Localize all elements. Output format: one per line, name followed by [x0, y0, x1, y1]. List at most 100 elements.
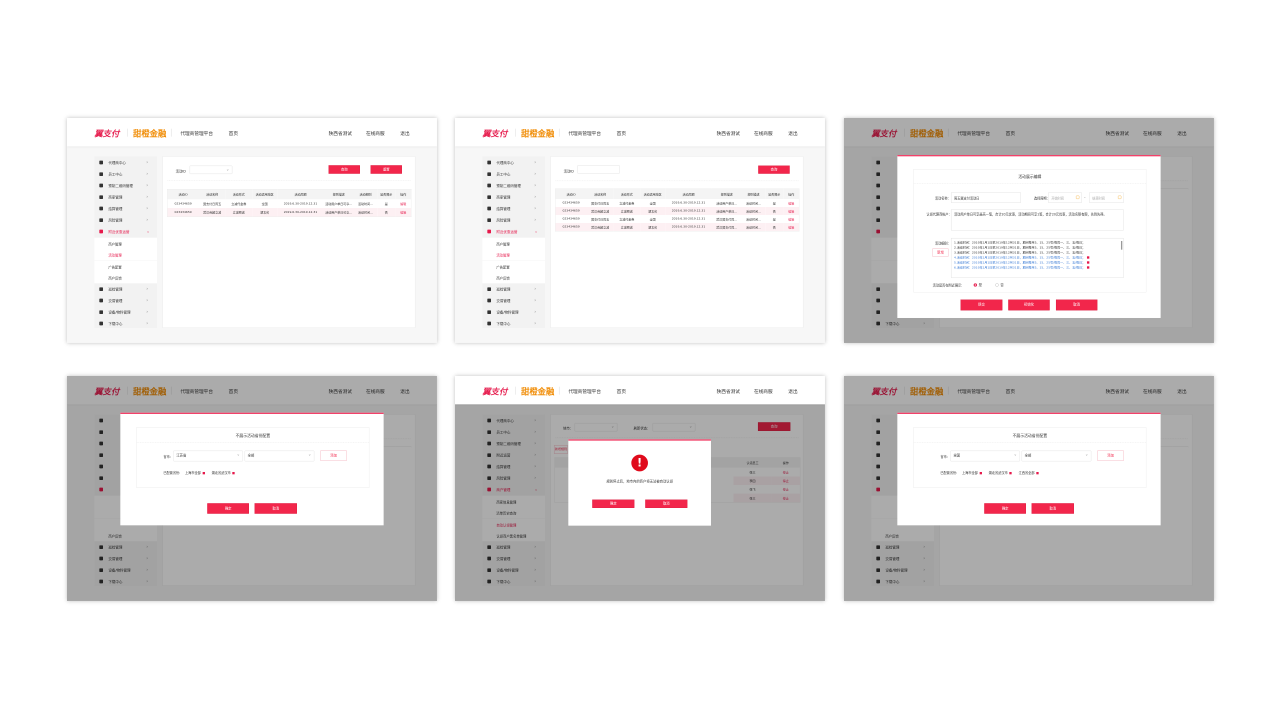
- sidebar-item[interactable]: [871, 472, 934, 483]
- sidebar-item[interactable]: [94, 438, 157, 449]
- nav-logout[interactable]: 退出: [788, 130, 798, 137]
- sidebar-item[interactable]: 巡检管理 ›: [94, 283, 157, 294]
- scrollbar[interactable]: [1120, 240, 1123, 250]
- sidebar-item[interactable]: [94, 484, 157, 495]
- show-yes-radio[interactable]: 是: [973, 282, 982, 287]
- cancel-button[interactable]: 取消: [1031, 503, 1074, 514]
- nav-user[interactable]: 陕西省测试: [328, 130, 352, 137]
- remove-tag-icon[interactable]: [202, 471, 205, 475]
- add-province-button[interactable]: 添加: [1097, 450, 1124, 461]
- sidebar-item[interactable]: 设备/物料管理 ›: [94, 306, 157, 317]
- sidebar-item[interactable]: [871, 168, 934, 179]
- sidebar-subitem[interactable]: 商户反馈: [94, 271, 157, 284]
- nav-home[interactable]: 首页: [616, 130, 626, 137]
- sidebar-item[interactable]: [871, 484, 934, 495]
- rules-list[interactable]: 1.活动时间：2019年1月1日至2019年12月31日，期间每月5、15、25…: [950, 237, 1124, 278]
- sidebar-item[interactable]: 代理商中心 ›: [482, 157, 545, 168]
- sidebar-subitem[interactable]: 认领商户黑名单管理: [482, 529, 545, 542]
- confirm-button[interactable]: 确定: [984, 503, 1026, 514]
- sidebar-subitem[interactable]: 商户管理: [94, 237, 157, 249]
- sidebar-item[interactable]: 代理商中心 ›: [94, 157, 157, 168]
- nav-user[interactable]: 陕西省测试: [328, 388, 352, 395]
- cancel-button[interactable]: 取消: [254, 503, 297, 514]
- show-no-radio[interactable]: 否: [995, 282, 1004, 287]
- nav-online-service[interactable]: 在线商服: [753, 130, 773, 137]
- nav-logout[interactable]: 退出: [1177, 388, 1187, 395]
- nav-online-service[interactable]: 在线商服: [753, 388, 773, 395]
- nav-online-service[interactable]: 在线商服: [1142, 388, 1162, 395]
- row-action-link[interactable]: 停止: [771, 493, 800, 503]
- sidebar-subitem[interactable]: 活动管理: [94, 248, 157, 261]
- city-select[interactable]: 全部 ⌄: [244, 450, 315, 462]
- cancel-button[interactable]: 取消: [1055, 299, 1098, 311]
- sidebar-item[interactable]: [94, 426, 157, 437]
- sidebar-item[interactable]: 设备/物料管理 ›: [94, 564, 157, 575]
- sidebar-item[interactable]: [871, 306, 934, 317]
- nav-home[interactable]: 首页: [1005, 388, 1015, 395]
- sidebar-item[interactable]: 员工中心 ›: [482, 426, 545, 437]
- city-select[interactable]: 全部 ⌄: [1021, 450, 1092, 462]
- sidebar-item[interactable]: [871, 283, 934, 294]
- sidebar-item[interactable]: 风险管理 ›: [94, 214, 157, 225]
- province-select[interactable]: 全国 ⌄: [950, 450, 1020, 462]
- delete-icon[interactable]: [1087, 256, 1090, 259]
- row-action-link[interactable]: 编辑: [783, 222, 800, 232]
- sidebar-item[interactable]: 商户管理 ⌄: [482, 484, 545, 495]
- sidebar-item[interactable]: 交易管理 ›: [871, 553, 934, 564]
- nav-online-service[interactable]: 在线商服: [365, 130, 385, 137]
- sidebar-subitem[interactable]: 活动管理: [482, 248, 545, 261]
- sidebar-subitem[interactable]: 自动认领管理: [482, 518, 545, 530]
- sidebar-item[interactable]: 员工中心 ›: [482, 168, 545, 179]
- sidebar-item[interactable]: 交易管理 ›: [94, 553, 157, 564]
- sidebar-item[interactable]: 交易管理 ›: [482, 553, 545, 564]
- sidebar-item[interactable]: 下载中心 ›: [482, 576, 545, 587]
- nav-logout[interactable]: 退出: [1177, 130, 1187, 137]
- reset-button[interactable]: 重置: [370, 165, 402, 174]
- sidebar-item[interactable]: [871, 203, 934, 214]
- sidebar-item[interactable]: [871, 426, 934, 437]
- remove-tag-icon[interactable]: [1036, 471, 1039, 475]
- province-select[interactable]: 江苏省 ⌄: [173, 450, 243, 462]
- sidebar-item[interactable]: [871, 226, 934, 237]
- sidebar-item[interactable]: 商家管理 ›: [94, 191, 157, 202]
- submit-button[interactable]: 提交: [960, 299, 1003, 311]
- reset-button[interactable]: 初始化: [1008, 299, 1050, 311]
- activity-id-input[interactable]: [577, 165, 620, 174]
- row-action-link[interactable]: 编辑: [783, 206, 800, 215]
- nav-user[interactable]: 陕西省测试: [716, 130, 740, 137]
- sidebar-item[interactable]: 巡检管理 ›: [871, 541, 934, 552]
- sidebar-item[interactable]: 下载中心 ›: [871, 318, 934, 329]
- sidebar-item[interactable]: [871, 157, 934, 168]
- sidebar-subitem[interactable]: 广告配置: [482, 260, 545, 272]
- nav-home[interactable]: 首页: [228, 388, 238, 395]
- sidebar-item[interactable]: [871, 449, 934, 460]
- nav-user[interactable]: 陕西省测试: [1105, 388, 1129, 395]
- sidebar-item[interactable]: 附近优惠运营 ⌄: [94, 226, 157, 237]
- sidebar-item[interactable]: 结算管理 ›: [482, 203, 545, 214]
- sidebar-item[interactable]: 代理商中心 ›: [482, 415, 545, 426]
- sidebar-subitem[interactable]: 广告配置: [94, 260, 157, 272]
- nav-home[interactable]: 首页: [616, 388, 626, 395]
- add-rule-button[interactable]: 新增: [932, 248, 949, 257]
- sidebar-item[interactable]: 附近优惠运营 ⌄: [482, 226, 545, 237]
- sidebar-subitem[interactable]: 商户反馈: [482, 271, 545, 284]
- sidebar-subitem[interactable]: 商户管理: [482, 237, 545, 249]
- sidebar-item[interactable]: 预制二维码管理 ›: [482, 438, 545, 449]
- activity-name-input[interactable]: 周五翼支付活动日: [950, 192, 1021, 203]
- nav-logout[interactable]: 退出: [400, 130, 410, 137]
- sidebar-item[interactable]: 巡检管理 ›: [482, 283, 545, 294]
- sidebar-item[interactable]: 设备/物料管理 ›: [482, 564, 545, 575]
- sidebar-item[interactable]: 商家管理 ›: [482, 191, 545, 202]
- remove-tag-icon[interactable]: [979, 471, 982, 475]
- sidebar-item[interactable]: 员工中心 ›: [94, 168, 157, 179]
- remove-tag-icon[interactable]: [232, 471, 235, 475]
- sidebar-item[interactable]: 设备/物料管理 ›: [482, 306, 545, 317]
- cancel-button[interactable]: 取消: [645, 499, 688, 508]
- nav-home[interactable]: 首页: [228, 130, 238, 137]
- sidebar-item[interactable]: 风险管理 ›: [482, 214, 545, 225]
- end-date-input[interactable]: 结束时间: [1089, 192, 1124, 203]
- nav-user[interactable]: 陕西省测试: [1105, 130, 1129, 137]
- status-select[interactable]: ⌄: [652, 422, 696, 432]
- sidebar-item[interactable]: 交易管理 ›: [94, 295, 157, 306]
- sidebar-item[interactable]: [871, 438, 934, 449]
